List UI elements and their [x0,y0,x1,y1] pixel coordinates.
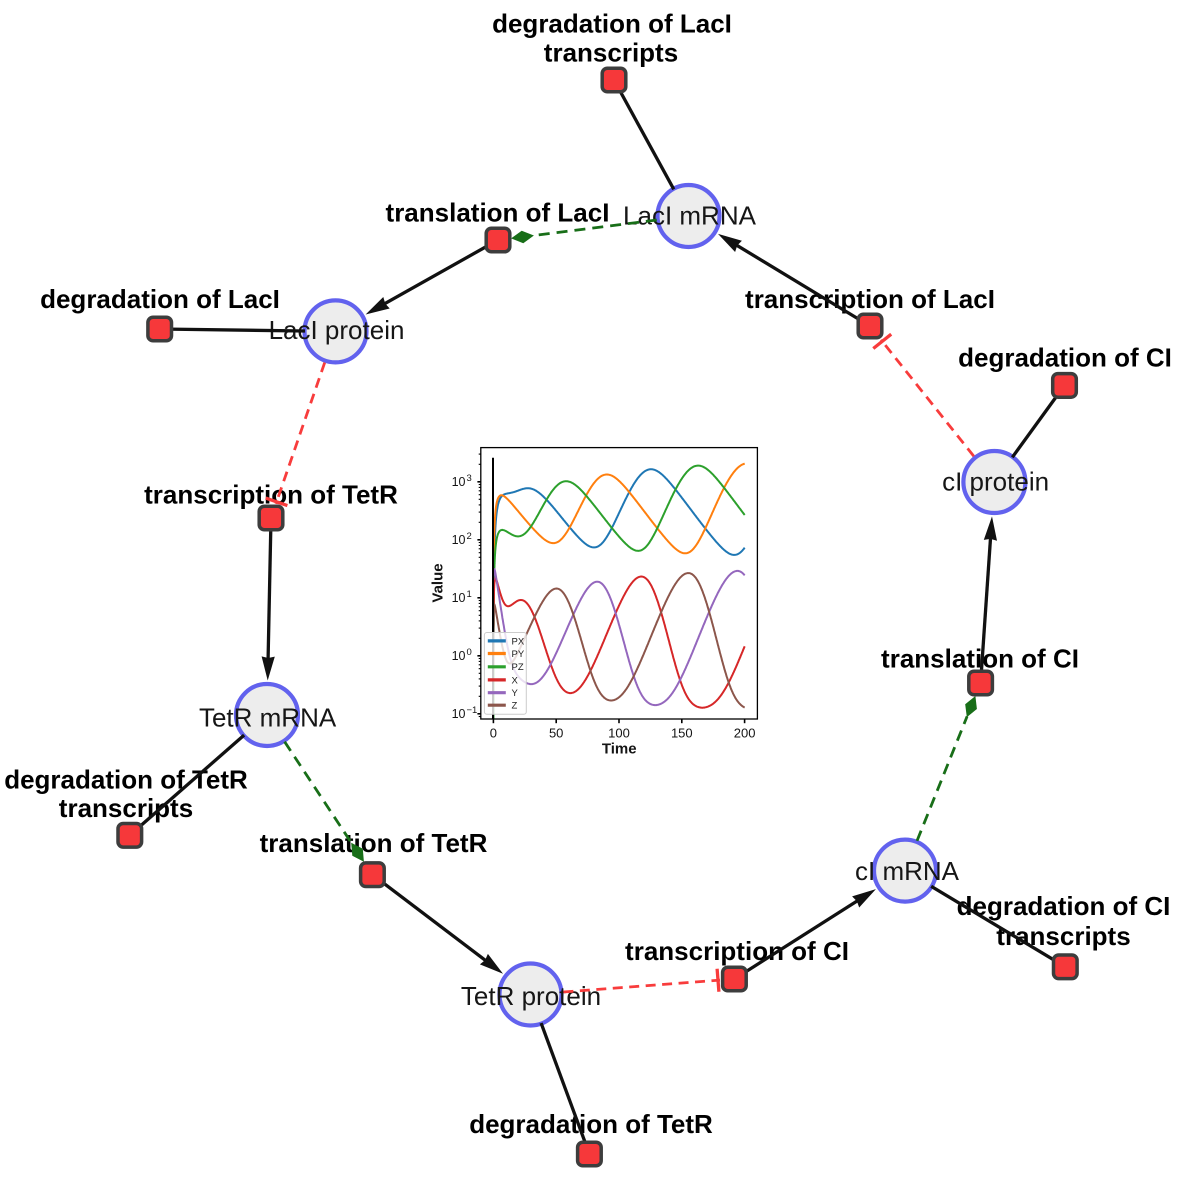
svg-text:10: 10 [452,707,466,721]
svg-text:PZ: PZ [512,662,524,673]
svg-text:2: 2 [467,531,472,542]
svg-text:10: 10 [452,591,466,605]
svg-text:0: 0 [467,647,472,658]
svg-text:transcripts: transcripts [544,38,678,68]
svg-text:1: 1 [467,589,472,600]
svg-text:degradation of CI: degradation of CI [958,342,1172,372]
svg-text:degradation of LacI: degradation of LacI [40,284,280,314]
svg-text:transcription of LacI: transcription of LacI [745,284,995,314]
svg-text:transcripts: transcripts [996,921,1130,951]
svg-text:translation of TetR: translation of TetR [260,828,488,858]
svg-text:transcription of CI: transcription of CI [625,936,849,966]
svg-text:Z: Z [512,701,518,712]
svg-text:Y: Y [512,688,519,699]
svg-text:degradation of TetR: degradation of TetR [4,765,248,795]
svg-text:degradation of LacI: degradation of LacI [492,9,732,39]
svg-text:degradation of CI: degradation of CI [957,891,1171,921]
svg-text:PX: PX [512,636,525,647]
svg-text:Time: Time [602,741,637,758]
svg-text:PY: PY [512,649,525,660]
svg-text:10: 10 [452,649,466,663]
svg-text:100: 100 [608,726,630,741]
svg-text:200: 200 [734,726,756,741]
svg-text:cI protein: cI protein [942,467,1049,497]
svg-text:TetR mRNA: TetR mRNA [199,702,337,732]
svg-text:10: 10 [452,475,466,489]
svg-text:LacI mRNA: LacI mRNA [623,201,757,231]
svg-text:Value: Value [430,563,447,602]
svg-text:3: 3 [467,473,472,484]
svg-text:translation of LacI: translation of LacI [386,197,610,227]
svg-text:X: X [512,675,519,686]
svg-text:0: 0 [490,726,497,741]
svg-text:10: 10 [452,533,466,547]
svg-text:−1: −1 [467,705,478,716]
svg-text:50: 50 [549,726,563,741]
svg-text:degradation of TetR: degradation of TetR [469,1109,713,1139]
svg-text:150: 150 [671,726,693,741]
svg-text:cI mRNA: cI mRNA [855,856,960,886]
svg-text:TetR protein: TetR protein [461,981,601,1011]
